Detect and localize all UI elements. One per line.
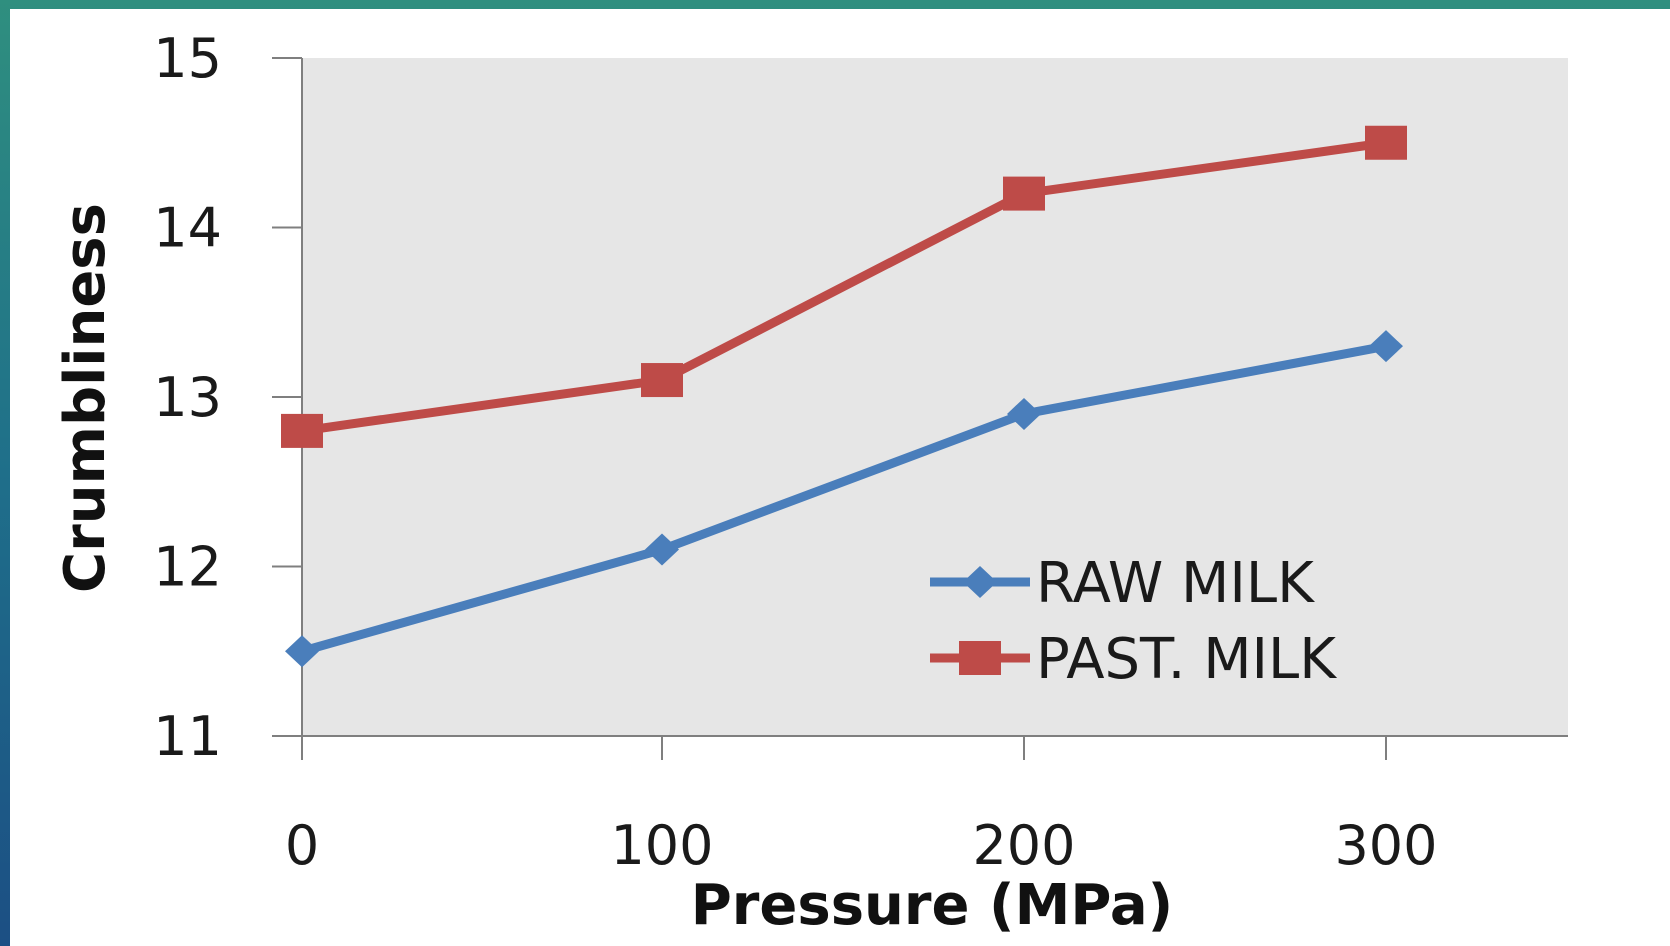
legend-item: PAST. MILK — [930, 627, 1337, 692]
y-tick-label: 11 — [153, 705, 222, 768]
tick-labels: 11 12 13 14 15 0 100 200 300 — [153, 27, 1437, 877]
series-raw-milk — [285, 330, 1403, 668]
series-layer — [281, 125, 1407, 668]
series-past-milk — [281, 125, 1407, 448]
x-tick-label: 300 — [1334, 814, 1437, 877]
data-point — [1007, 397, 1041, 430]
legend: RAW MILK PAST. MILK — [930, 551, 1337, 692]
legend-marker — [963, 566, 997, 598]
legend-marker — [959, 641, 1001, 675]
x-tick-label: 100 — [610, 814, 713, 877]
data-point — [285, 635, 319, 668]
legend-label: PAST. MILK — [1036, 627, 1337, 692]
x-tick-label: 0 — [285, 814, 319, 877]
data-point — [1003, 176, 1045, 211]
data-point — [1365, 125, 1407, 160]
y-tick-label: 12 — [153, 536, 222, 599]
series-line — [300, 341, 1387, 656]
legend-item: RAW MILK — [930, 551, 1315, 616]
y-axis-title: Crumbliness — [53, 203, 118, 593]
data-point — [1369, 330, 1403, 363]
data-point — [645, 533, 679, 566]
data-point — [281, 413, 323, 448]
legend-label: RAW MILK — [1036, 551, 1315, 616]
series-line — [301, 138, 1387, 436]
y-tick-label: 15 — [153, 27, 222, 90]
x-tick-label: 200 — [972, 814, 1075, 877]
data-point — [641, 363, 683, 398]
x-axis-title: Pressure (MPa) — [691, 873, 1174, 938]
y-tick-label: 14 — [153, 197, 222, 260]
y-tick-label: 13 — [153, 366, 222, 429]
